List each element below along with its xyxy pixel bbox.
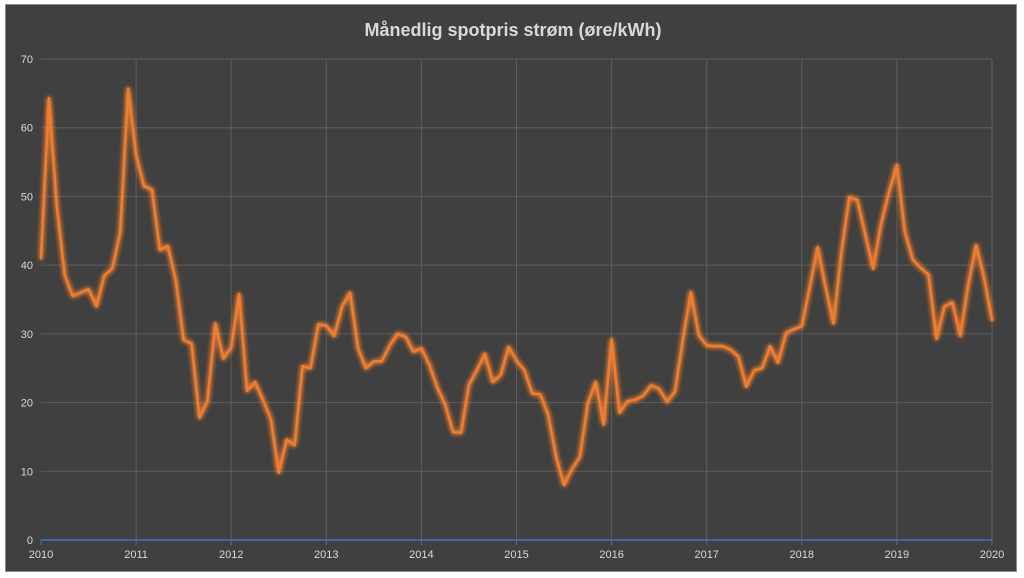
x-tick-label: 2014 <box>409 549 433 561</box>
x-axis-tick-marks <box>40 540 993 545</box>
x-tick-label: 2013 <box>314 549 338 561</box>
gridlines <box>41 58 993 540</box>
x-tick-label: 2012 <box>219 549 243 561</box>
x-tick-label: 2015 <box>504 549 528 561</box>
x-axis-ticks: 2010 2011 2012 2013 2014 2015 2016 2017 2018 2019… <box>29 549 1004 561</box>
y-tick-label: 50 <box>21 191 33 203</box>
x-tick-label: 2020 <box>980 549 1004 561</box>
chart-frame: Månedlig spotpris strøm (øre/kWh) 0 10 20 3… <box>5 4 1017 572</box>
line-chart: Månedlig spotpris strøm (øre/kWh) 0 10 20 3… <box>21 20 1004 561</box>
x-tick-label: 2016 <box>599 549 623 561</box>
x-tick-label: 2010 <box>29 549 53 561</box>
y-tick-label: 30 <box>21 329 33 341</box>
x-tick-label: 2017 <box>694 549 718 561</box>
y-tick-label: 60 <box>21 123 33 135</box>
y-tick-label: 20 <box>21 398 33 410</box>
y-tick-label: 70 <box>21 54 33 66</box>
chart-title: Månedlig spotpris strøm (øre/kWh) <box>364 20 661 40</box>
x-tick-label: 2018 <box>790 549 814 561</box>
x-tick-label: 2019 <box>885 549 909 561</box>
y-axis-ticks: 0 10 20 30 40 50 60 70 <box>21 54 33 547</box>
y-tick-label: 0 <box>27 535 33 547</box>
series-line-spotpris <box>39 87 994 487</box>
y-tick-label: 10 <box>21 466 33 478</box>
y-tick-label: 40 <box>21 260 33 272</box>
x-tick-label: 2011 <box>124 549 148 561</box>
